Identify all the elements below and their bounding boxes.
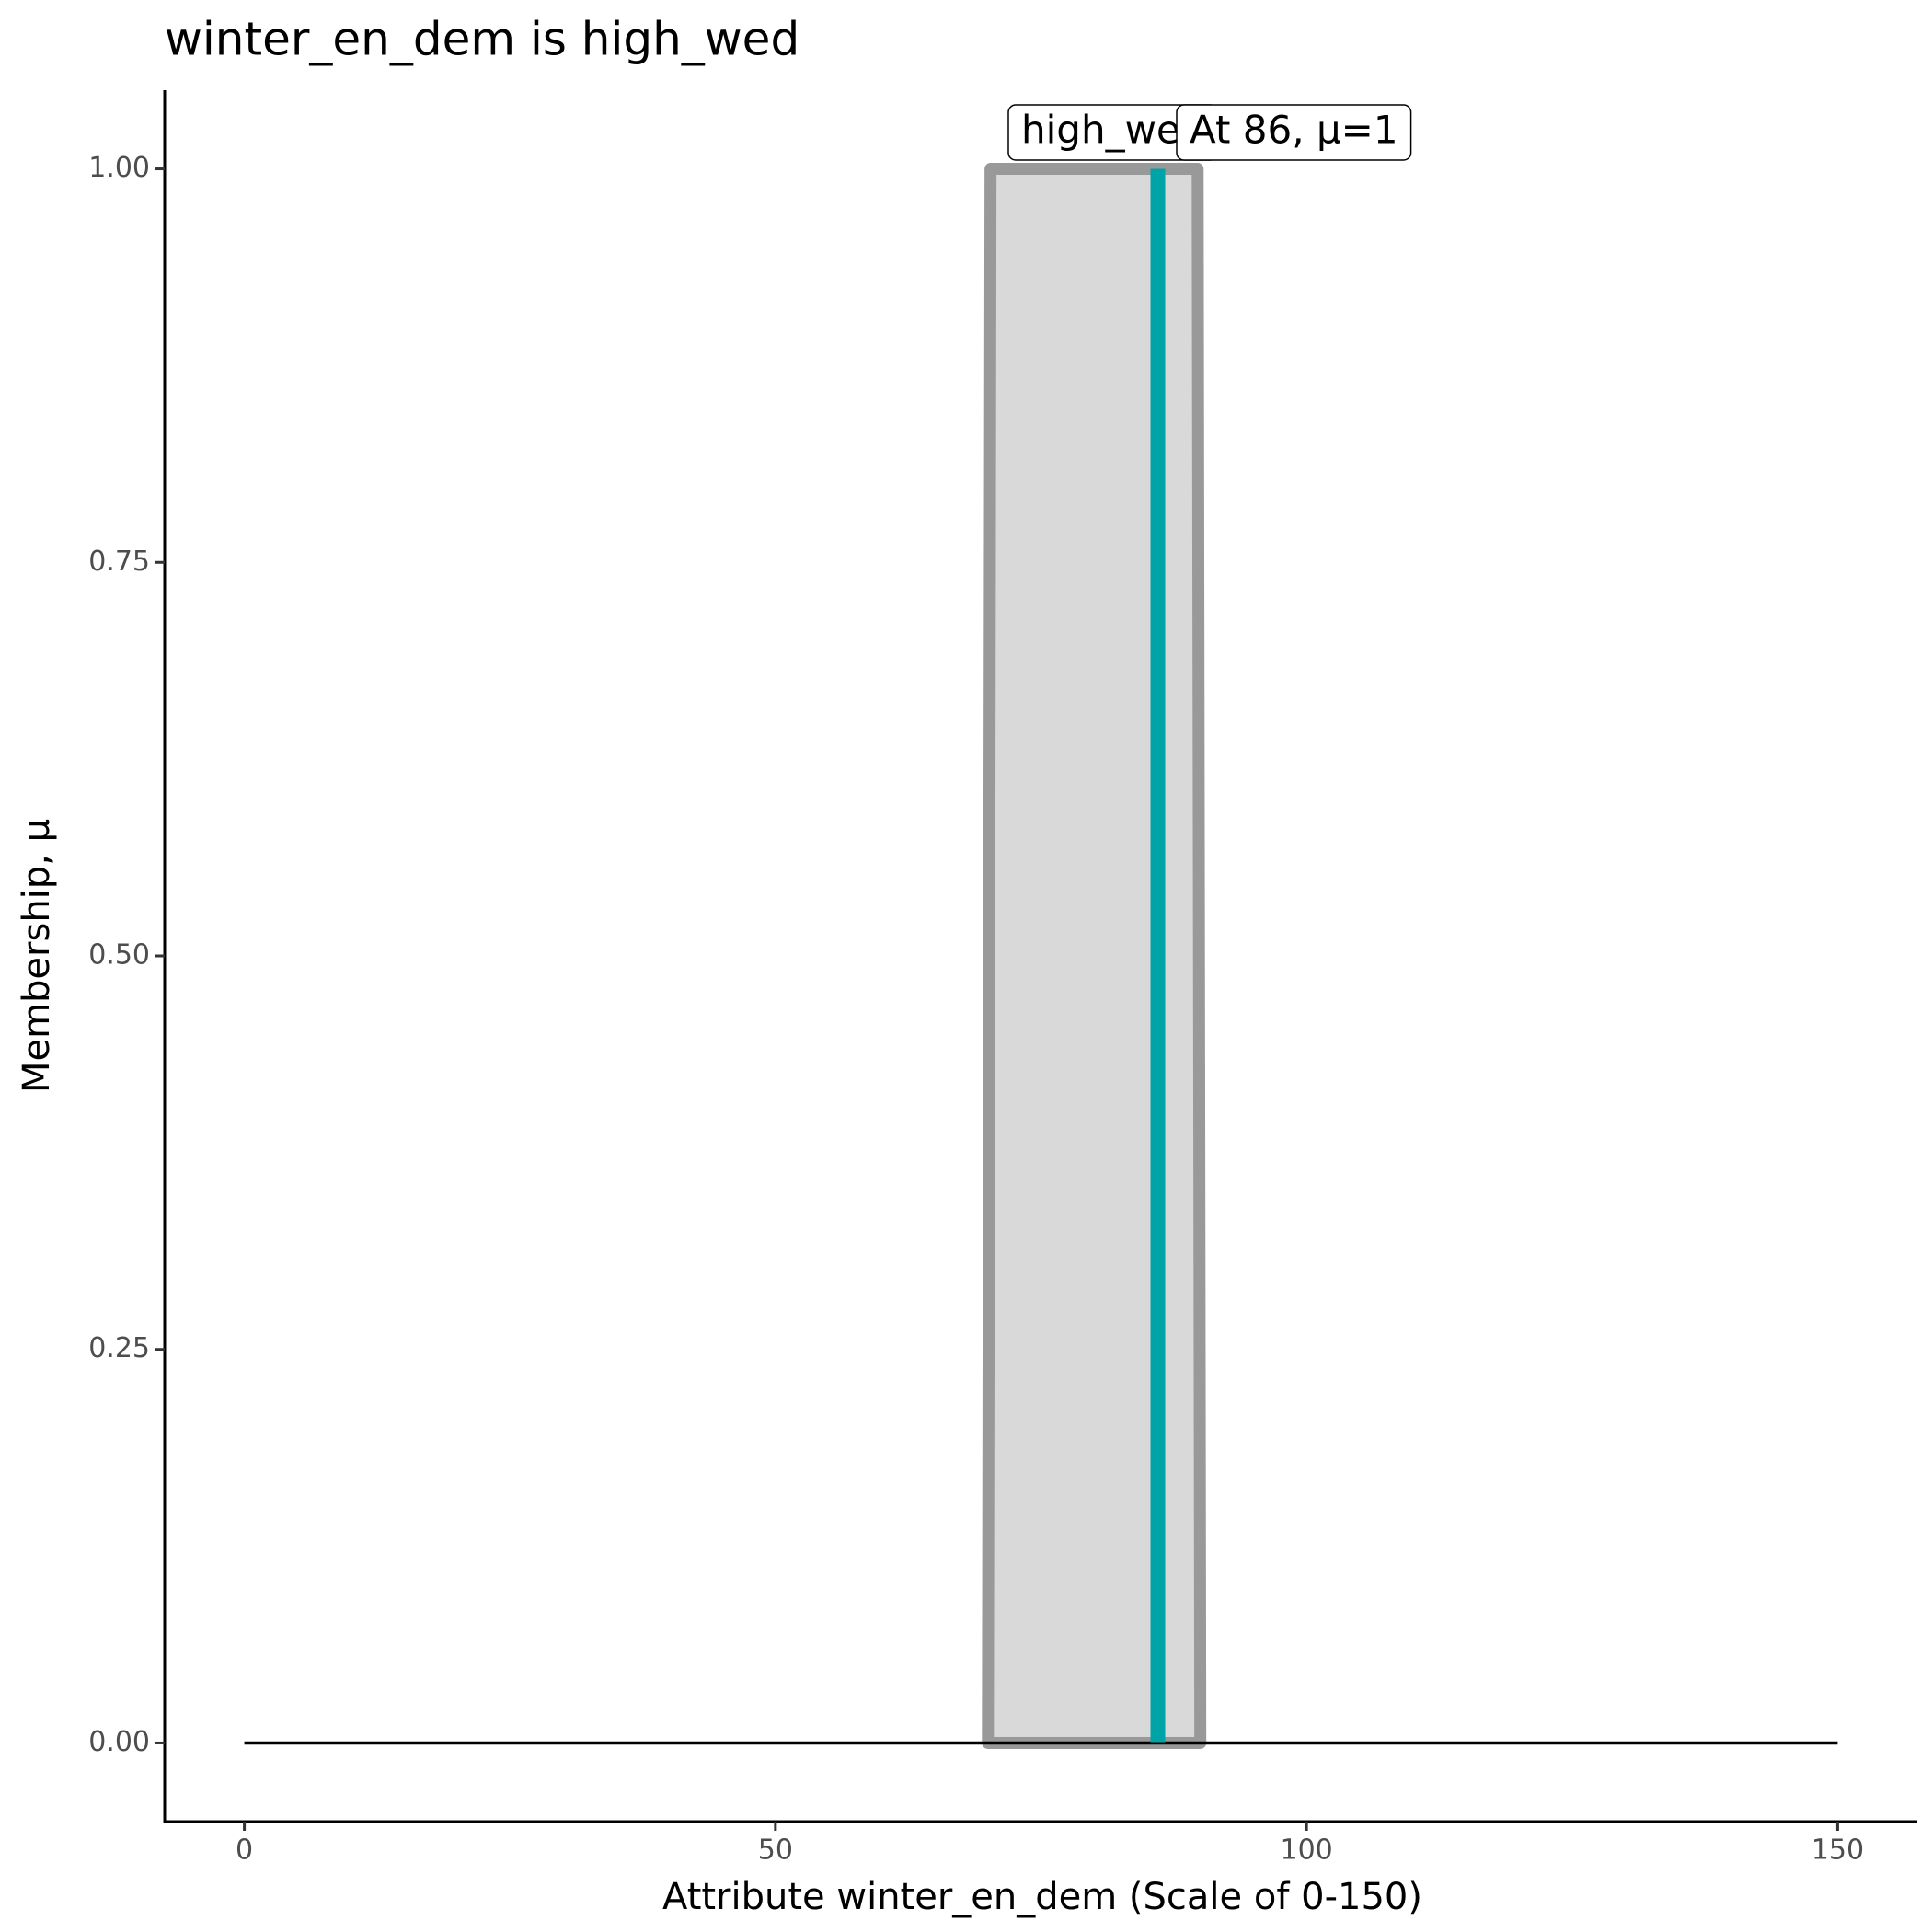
y-tick-label: 1.00 [88,152,150,184]
marker-label-box [1176,104,1412,161]
y-axis-title: Membership, μ [16,819,58,1093]
x-tick-label: 150 [1811,1834,1864,1867]
x-tick-label: 0 [236,1834,253,1867]
set-label-text: high_wed [1021,108,1204,153]
marker-label-text: At 86, μ=1 [1190,108,1398,153]
chart-title: winter_en_dem is high_wed [165,13,799,66]
x-tick-label: 100 [1281,1834,1333,1867]
y-tick-label: 0.25 [88,1332,150,1364]
y-tick-label: 0.75 [88,546,150,578]
y-tick-label: 0.50 [88,939,150,972]
set-label: high_wed [1007,104,1219,161]
y-tick-label: 0.00 [88,1726,150,1758]
marker-label: At 86, μ=1 [1176,104,1412,161]
membership-area [982,163,1207,1749]
x-tick-label: 50 [758,1834,793,1867]
x-axis-title: Attribute winter_en_dem (Scale of 0-150) [662,1876,1422,1918]
